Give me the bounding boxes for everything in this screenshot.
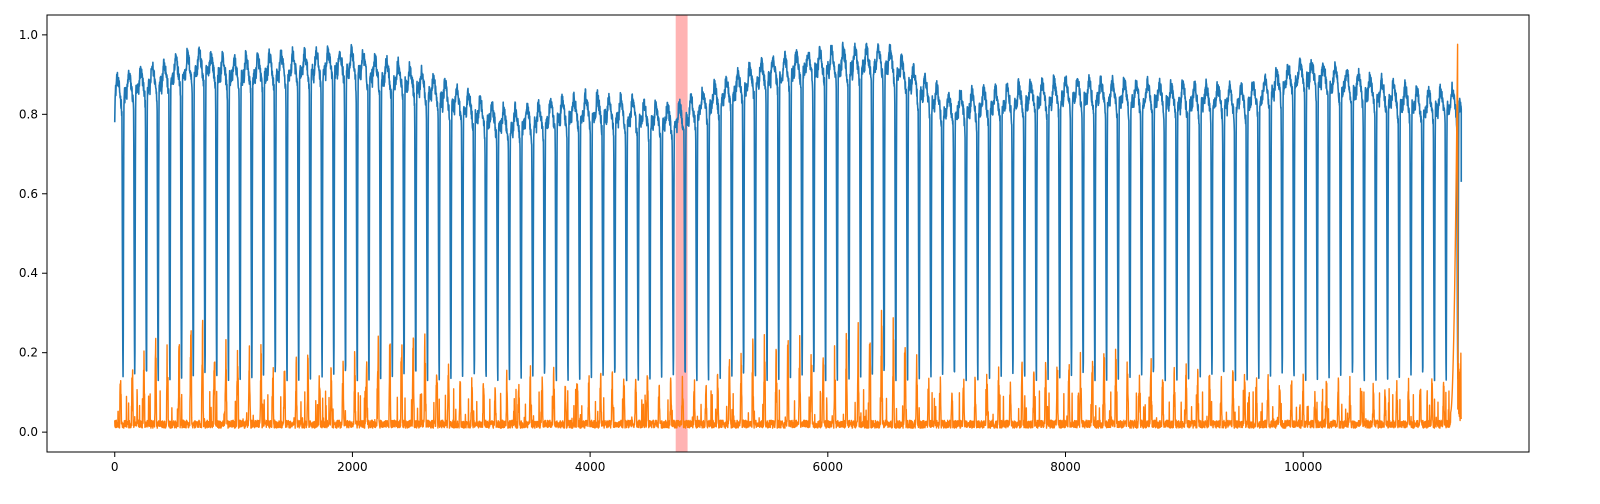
series-2-line [114, 43, 1462, 429]
y-tick-label: 0.2 [19, 346, 38, 360]
x-tick-label: 6000 [813, 460, 844, 474]
y-tick-label: 0.6 [19, 187, 38, 201]
series-1-line [113, 41, 1463, 382]
y-tick-label: 0.0 [19, 425, 38, 439]
x-tick-label: 2000 [337, 460, 368, 474]
x-tick-label: 8000 [1050, 460, 1081, 474]
x-axis: 0 2000 4000 6000 8000 10000 [111, 452, 1322, 474]
y-tick-label: 0.8 [19, 107, 38, 121]
y-tick-label: 1.0 [19, 28, 38, 42]
plot-frame [46, 14, 1530, 453]
x-tick-label: 4000 [575, 460, 606, 474]
y-axis: 0.0 0.2 0.4 0.6 0.8 1.0 [19, 28, 47, 439]
x-tick-label: 0 [111, 460, 119, 474]
x-tick-label: 10000 [1284, 460, 1322, 474]
y-tick-label: 0.4 [19, 266, 38, 280]
highlight-span [675, 15, 688, 452]
